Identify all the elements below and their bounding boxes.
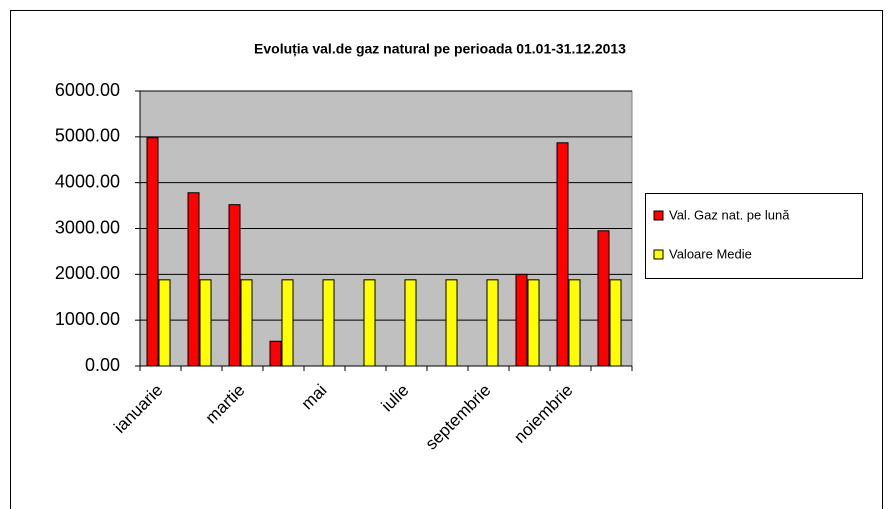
y-tick-label: 5000.00 — [55, 126, 120, 146]
bar — [515, 273, 528, 367]
legend-label: Valoare Medie — [669, 246, 752, 261]
y-tick-label: 6000.00 — [55, 80, 120, 100]
legend-swatch — [653, 210, 664, 221]
bar — [228, 204, 241, 367]
legend-label: Val. Gaz nat. pe lună — [669, 207, 790, 222]
bar — [322, 279, 335, 367]
y-tick-label: 1000.00 — [55, 309, 120, 329]
bar — [486, 279, 499, 367]
legend-swatch — [653, 249, 664, 260]
bar — [281, 279, 294, 367]
bar — [363, 279, 376, 367]
bar — [568, 279, 581, 367]
bar — [269, 340, 282, 367]
legend — [645, 193, 863, 279]
y-tick-label: 2000.00 — [55, 263, 120, 283]
bar — [445, 279, 458, 367]
y-tick-label: 4000.00 — [55, 171, 120, 191]
bar — [240, 279, 253, 367]
bar — [199, 279, 212, 367]
y-tick-label: 0.00 — [85, 355, 120, 375]
bar — [609, 279, 622, 367]
bar — [527, 279, 540, 367]
bar — [404, 279, 417, 367]
bar — [597, 230, 610, 367]
bar — [146, 137, 159, 367]
chart-title: Evoluția val.de gaz natural pe perioada … — [254, 41, 626, 57]
bar — [556, 142, 569, 367]
bar — [158, 279, 171, 367]
bar — [187, 192, 200, 367]
y-tick-label: 3000.00 — [55, 217, 120, 237]
